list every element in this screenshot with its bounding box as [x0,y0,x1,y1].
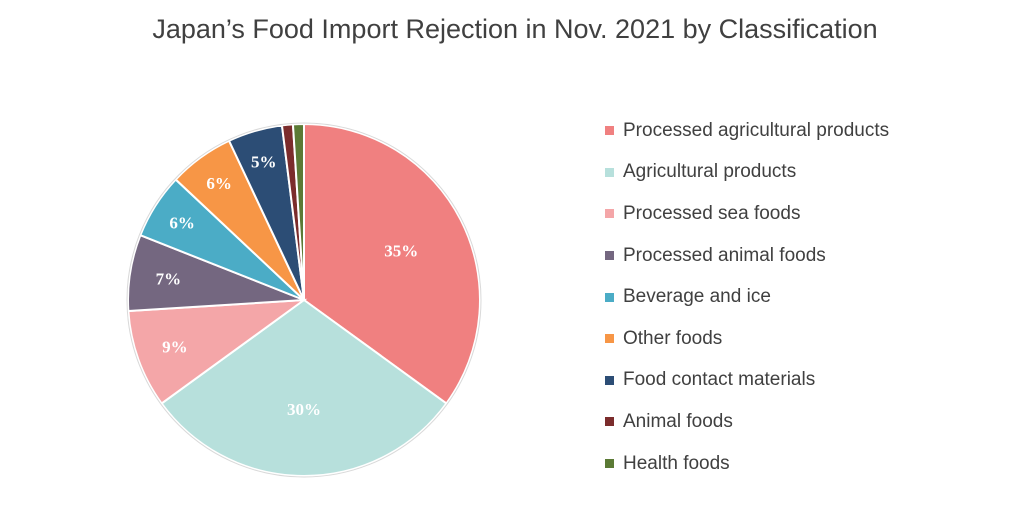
legend-label: Agricultural products [623,161,797,183]
legend-item: Agricultural products [605,152,889,194]
data-label: 6% [206,174,232,193]
pie-slice [160,298,448,477]
legend-item: Processed animal foods [605,235,889,277]
legend-swatch [605,417,614,427]
legend-swatch [605,292,614,302]
legend-label: Processed agricultural products [623,119,890,141]
legend-swatch [605,459,614,469]
legend-item: Processed agricultural products [605,110,889,152]
chart-title: Japan’s Food Import Rejection in Nov. 20… [152,14,878,44]
legend-label: Processed sea foods [623,202,801,224]
legend: Processed agricultural products Agricultu… [605,110,889,484]
data-label: 35% [384,241,418,260]
legend-label: Animal foods [623,410,733,432]
data-label: 7% [156,270,182,289]
data-label: 5% [251,152,277,171]
legend-swatch [605,251,614,261]
pie-slice [303,122,481,405]
legend-label: Processed animal foods [623,244,826,266]
legend-swatch [605,167,614,177]
legend-item: Processed sea foods [605,193,889,235]
legend-label: Food contact materials [623,369,816,391]
data-label: 6% [169,214,195,233]
pie-slice [127,298,308,405]
legend-swatch [605,375,614,385]
legend-item: Beverage and ice [605,276,889,318]
legend-swatch [605,126,614,136]
legend-item: Health foods [605,443,889,485]
legend-label: Health foods [623,452,730,474]
legend-item: Food contact materials [605,360,889,402]
data-label: 9% [162,338,188,357]
legend-item: Other foods [605,318,889,360]
pie-slice [291,122,305,301]
legend-swatch [605,334,614,344]
legend-item: Animal foods [605,401,889,443]
legend-label: Other foods [623,327,723,349]
legend-label: Beverage and ice [623,286,771,308]
legend-swatch [605,209,614,219]
data-label: 30% [287,400,321,419]
